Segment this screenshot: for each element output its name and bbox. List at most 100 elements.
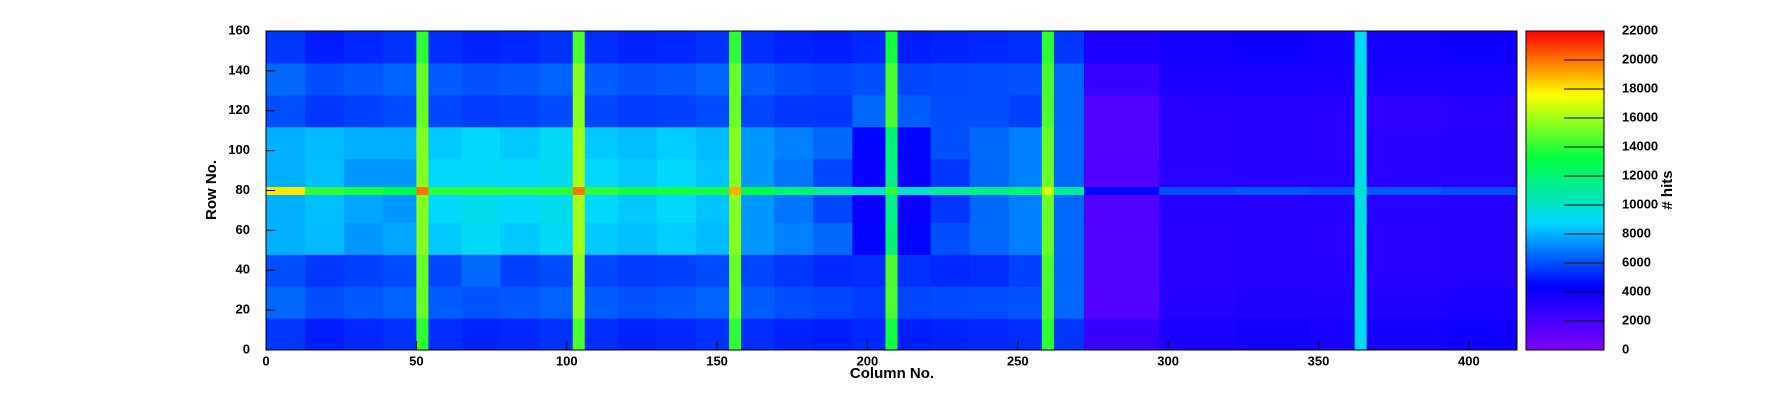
colorbar-tick-label: 14000	[1622, 138, 1658, 153]
heatmap-cell	[1083, 222, 1160, 255]
heatmap-cell	[969, 126, 1010, 160]
heatmap-cell	[428, 94, 462, 128]
heatmap-cell	[1041, 254, 1055, 287]
heatmap-cell	[930, 222, 971, 255]
heatmap-cell	[696, 186, 730, 195]
heatmap-cell	[696, 194, 730, 223]
heatmap-cell	[416, 194, 429, 223]
heatmap-cell	[539, 158, 574, 188]
heatmap-cell	[266, 62, 306, 96]
heatmap-cell	[461, 194, 502, 223]
heatmap-cell	[729, 126, 742, 160]
y-tick-label: 160	[228, 22, 250, 37]
heatmap-cell	[741, 158, 775, 188]
heatmap-cell	[1083, 286, 1160, 319]
heatmap-cell	[1083, 194, 1160, 223]
heatmap-cell	[813, 194, 853, 223]
heatmap-cell	[897, 31, 932, 64]
heatmap-cell	[305, 318, 345, 351]
heatmap-cell	[461, 286, 502, 319]
heatmap-cell	[1008, 194, 1043, 223]
heatmap-cell	[1354, 126, 1368, 160]
heatmap-cell	[1366, 254, 1443, 287]
heatmap-cell	[1366, 186, 1443, 195]
heatmap-cell	[266, 186, 306, 195]
heatmap-cell	[1366, 286, 1443, 319]
heatmap-cell	[1083, 94, 1160, 128]
heatmap-cell	[584, 186, 619, 195]
heatmap-cell	[266, 318, 306, 351]
heatmap-cell	[774, 194, 814, 223]
heatmap-cell	[696, 126, 730, 160]
heatmap-cell	[729, 194, 742, 223]
heatmap-cell	[461, 318, 502, 351]
heatmap-cell	[344, 254, 384, 287]
heatmap-cell	[885, 62, 899, 96]
heatmap-cell	[1159, 222, 1235, 255]
colorbar-tick-label: 2000	[1622, 312, 1651, 327]
heatmap-cell	[852, 254, 886, 287]
heatmap-cell	[617, 186, 658, 195]
heatmap-cell	[344, 62, 384, 96]
colorbar-label: # hits	[1659, 170, 1676, 209]
heatmap-cell	[813, 254, 853, 287]
heatmap-cell	[1159, 158, 1235, 188]
heatmap-cell	[344, 94, 384, 128]
heatmap-cell	[1159, 286, 1235, 319]
heatmap-cell	[885, 286, 899, 319]
heatmap-cell	[1083, 186, 1160, 195]
heatmap-cell	[572, 286, 586, 319]
heatmap-cell	[428, 126, 462, 160]
heatmap-cell	[572, 158, 586, 188]
heatmap-cell	[1309, 186, 1356, 195]
heatmap-cell	[1008, 186, 1043, 195]
heatmap-cell	[500, 62, 541, 96]
heatmap-cell	[1441, 254, 1518, 287]
heatmap-cell	[383, 126, 417, 160]
heatmap-cell	[305, 94, 345, 128]
heatmap-cell	[428, 286, 462, 319]
heatmap-cell	[729, 254, 742, 287]
heatmap-cell	[656, 94, 697, 128]
heatmap-cell	[969, 286, 1010, 319]
heatmap-cell	[428, 254, 462, 287]
heatmap-cell	[1159, 126, 1235, 160]
heatmap-cell	[1053, 222, 1085, 255]
heatmap-cell	[305, 254, 345, 287]
heatmap-cell	[885, 254, 899, 287]
heatmap-cell	[656, 62, 697, 96]
heatmap-cell	[1366, 318, 1443, 351]
heatmap-cell	[729, 286, 742, 319]
heatmap-cell	[1354, 222, 1368, 255]
heatmap-cell	[696, 254, 730, 287]
heatmap-cell	[584, 62, 619, 96]
heatmap-cell	[1008, 94, 1043, 128]
colorbar-tick-label: 18000	[1622, 80, 1658, 95]
heatmap-cell	[852, 31, 886, 64]
y-tick-label: 80	[236, 182, 250, 197]
heatmap-cell	[1354, 94, 1368, 128]
heatmap-cell	[696, 31, 730, 64]
heatmap-cell	[383, 62, 417, 96]
heatmap-cell	[656, 126, 697, 160]
heatmap-cell	[1354, 286, 1368, 319]
heatmap-cell	[656, 286, 697, 319]
colorbar-tick-label: 22000	[1622, 22, 1658, 37]
y-tick-label: 0	[243, 341, 250, 356]
heatmap-cell	[1309, 286, 1356, 319]
heatmap-cell	[656, 194, 697, 223]
heatmap-cell	[344, 31, 384, 64]
heatmap-cell	[1309, 126, 1356, 160]
heatmap-cell	[500, 31, 541, 64]
heatmap-cell	[885, 222, 899, 255]
heatmap-cell	[572, 222, 586, 255]
y-tick-label: 40	[236, 262, 250, 277]
heatmap-cell	[584, 31, 619, 64]
heatmap-cell	[1041, 31, 1055, 64]
heatmap-cell	[1309, 158, 1356, 188]
heatmap-cell	[930, 62, 971, 96]
heatmap-cell	[461, 158, 502, 188]
x-tick-label: 400	[1458, 353, 1480, 368]
heatmap-cell	[1053, 318, 1085, 351]
x-tick-label: 250	[1007, 353, 1029, 368]
